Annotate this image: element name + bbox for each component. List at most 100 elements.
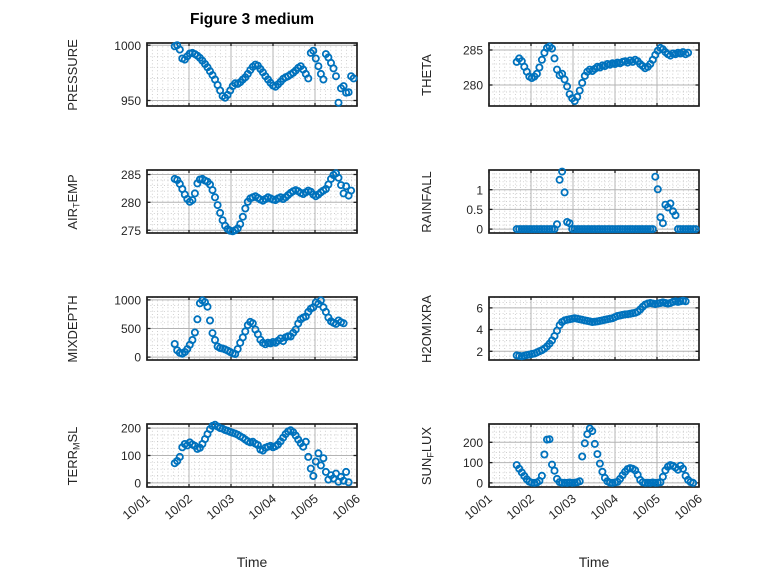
data-point-marker <box>205 316 214 325</box>
data-point-marker <box>339 82 348 91</box>
x-tick-label: 10/05 <box>630 492 663 523</box>
x-tick-label: 10/02 <box>504 492 537 523</box>
data-point-marker <box>590 225 599 234</box>
x-tick-label: 10/05 <box>288 492 321 523</box>
y-axis-label-text: H2OMIXRA <box>419 294 434 363</box>
data-point-marker <box>515 225 524 234</box>
y-tick-label: 100 <box>121 449 141 463</box>
data-point-marker <box>344 88 353 97</box>
data-point-marker <box>311 54 320 63</box>
data-point-marker <box>208 186 217 195</box>
axes-box <box>488 42 700 107</box>
data-point-marker <box>578 78 587 87</box>
data-point-marker <box>339 319 348 328</box>
data-point-marker <box>548 44 557 53</box>
y-axis-label-text: THETA <box>419 53 434 96</box>
data-point-marker <box>331 72 340 81</box>
data-point-marker <box>537 55 546 64</box>
data-point-marker <box>301 437 310 446</box>
y-axis-label-text: PRESSURE <box>65 38 80 111</box>
data-point-marker <box>603 225 612 234</box>
y-tick-label: 280 <box>463 79 483 93</box>
data-point-marker <box>648 225 657 234</box>
data-point-marker <box>550 54 559 63</box>
data-point-marker <box>311 457 320 466</box>
data-point-marker <box>573 92 582 101</box>
y-tick-label: 0 <box>134 476 141 490</box>
data-point-marker <box>691 225 700 234</box>
x-axis-label-left: Time <box>236 554 268 570</box>
data-point-marker <box>593 450 602 459</box>
y-tick-label: 100 <box>463 456 483 470</box>
data-point-marker <box>238 212 247 221</box>
data-point-marker <box>309 471 318 480</box>
data-point-marker <box>578 452 587 461</box>
data-point-marker <box>563 82 572 91</box>
data-point-marker <box>580 439 589 448</box>
series-pressure <box>170 41 358 107</box>
data-point-marker <box>560 188 569 197</box>
data-point-marker <box>170 339 179 348</box>
y-tick-label: 200 <box>463 436 483 450</box>
data-point-marker <box>203 302 212 311</box>
data-point-marker <box>578 225 587 234</box>
y-tick-label: 4 <box>476 323 483 337</box>
data-point-marker <box>537 471 546 480</box>
data-point-marker <box>550 466 559 475</box>
y-tick-label: 950 <box>121 94 141 108</box>
data-point-marker <box>319 75 328 84</box>
data-point-marker <box>595 459 604 468</box>
subplot-pressure: 950 1000 <box>114 39 358 108</box>
data-point-marker <box>349 74 358 83</box>
subplot-terr-msl: 0 100 200 10/01 10/02 10/03 10/04 10/05 10/06 <box>120 420 363 523</box>
subplot-theta: 280 285 <box>463 42 700 107</box>
data-point-marker <box>671 211 680 220</box>
data-point-marker <box>344 478 353 487</box>
x-tick-label: 10/06 <box>672 492 705 523</box>
y-tick-label: 285 <box>463 44 483 58</box>
data-point-marker <box>681 297 690 306</box>
data-point-marker <box>241 327 250 336</box>
y-tick-label: 0.5 <box>466 203 483 217</box>
series-air-temp <box>170 169 356 236</box>
x-tick-label: 10/01 <box>462 492 495 523</box>
x-tick-label: 10/06 <box>330 492 363 523</box>
data-point-marker <box>658 219 667 228</box>
data-point-marker <box>532 69 541 78</box>
y-axis-label-text: SL <box>65 426 80 443</box>
data-point-marker <box>540 225 549 234</box>
x-tick-label: 10/01 <box>120 492 153 523</box>
data-point-marker <box>590 439 599 448</box>
data-point-marker <box>193 315 202 324</box>
subplot-rainfall: 00.51 <box>466 167 700 237</box>
data-point-marker <box>679 225 688 234</box>
data-point-marker <box>653 185 662 194</box>
y-tick-label: 0 <box>134 351 141 365</box>
data-point-marker <box>560 75 569 84</box>
data-point-marker <box>213 201 222 210</box>
data-point-marker <box>553 220 562 229</box>
y-axis-label-subscript: T <box>71 202 82 208</box>
data-point-marker <box>588 427 597 436</box>
data-point-marker <box>304 74 313 83</box>
data-point-marker <box>555 175 564 184</box>
y-tick-label: 2 <box>476 345 483 359</box>
y-axis-label-text: AIR <box>65 207 80 230</box>
y-tick-label: 1000 <box>114 293 141 307</box>
data-point-marker <box>190 328 199 337</box>
data-point-marker <box>316 296 325 305</box>
x-tick-label: 10/04 <box>588 492 621 523</box>
data-point-marker <box>316 461 325 470</box>
x-tick-label: 10/03 <box>546 492 579 523</box>
data-point-marker <box>342 467 351 476</box>
data-point-marker <box>210 335 219 344</box>
data-point-marker <box>540 450 549 459</box>
x-tick-label: 10/03 <box>204 492 237 523</box>
data-point-marker <box>575 477 584 486</box>
data-point-marker <box>210 193 219 202</box>
data-point-marker <box>329 64 338 73</box>
y-axis-label-subscript: F <box>425 451 436 458</box>
y-tick-label: 0 <box>476 476 483 490</box>
y-tick-label: 0 <box>476 223 483 237</box>
